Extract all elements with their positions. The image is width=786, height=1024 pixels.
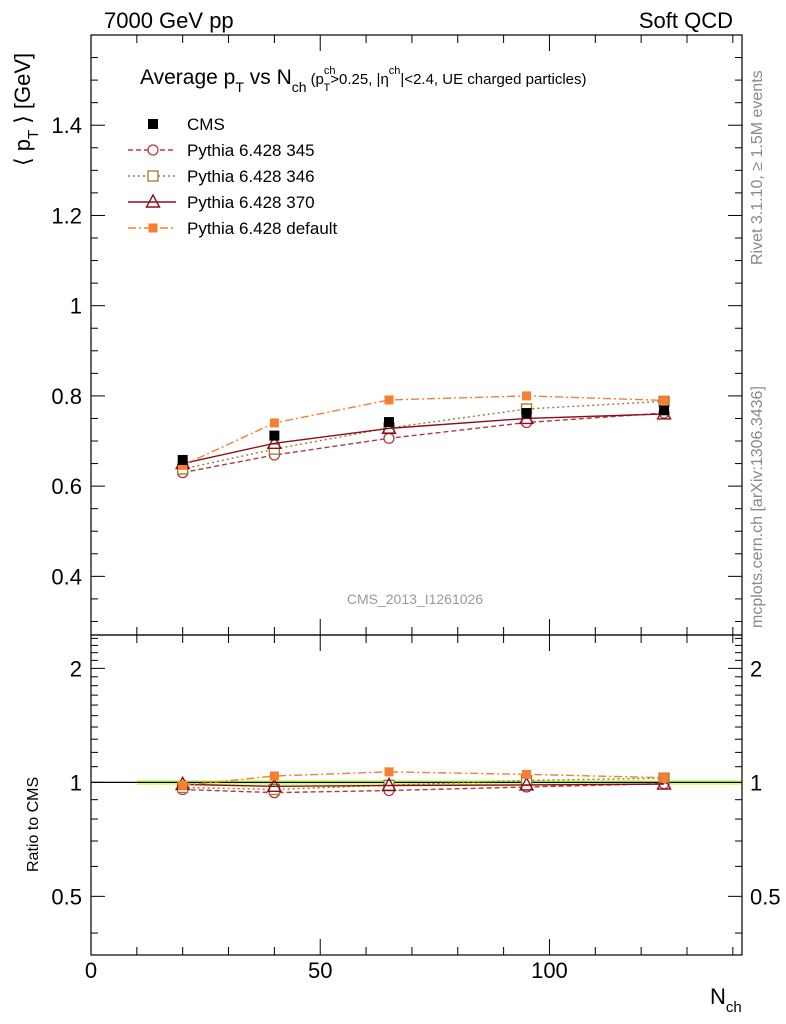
legend-marker-cms	[148, 119, 158, 129]
x-tick-label: 50	[308, 958, 332, 983]
point-cms	[269, 430, 280, 441]
point-p370	[266, 434, 283, 449]
ratio-point-pdef	[522, 769, 532, 779]
series-line-p370	[182, 413, 665, 465]
y-tick-label: 1.4	[51, 113, 82, 138]
ratio-axis-label: Ratio to CMS	[25, 777, 42, 872]
ratio-line-pdef	[182, 771, 665, 787]
point-pdef	[269, 418, 279, 428]
header-right: Soft QCD	[639, 8, 733, 33]
rivet-label: Rivet 3.1.10, ≥ 1.5M events	[749, 70, 766, 265]
ratio-point-pdef	[269, 771, 279, 781]
series-line-pdef	[182, 395, 665, 467]
ratio-plot-frame	[90, 634, 743, 956]
point-cms	[521, 408, 532, 419]
point-cms	[177, 454, 188, 465]
ratio-tick-label-left: 2	[70, 656, 82, 681]
ratio-tick-label-right: 2	[750, 656, 762, 681]
point-p345	[383, 432, 395, 444]
ratio-point-pdef	[178, 780, 188, 790]
point-p346	[268, 443, 281, 455]
legend-label-p345: Pythia 6.428 345	[187, 141, 315, 160]
y-tick-label: 1	[70, 294, 82, 319]
y-axis-label: ⟨ pT ⟩ [GeV]	[10, 53, 42, 166]
point-pdef	[522, 391, 532, 401]
y-tick-label: 0.6	[51, 474, 82, 499]
point-pdef	[178, 460, 188, 470]
ratio-point-pdef	[384, 767, 394, 777]
y-tick-label: 0.8	[51, 384, 82, 409]
ratio-point-p370	[381, 777, 397, 792]
y-tick-label: 0.4	[51, 564, 82, 589]
x-axis-label: Nch	[710, 984, 742, 1016]
legend-label-p346: Pythia 6.428 346	[187, 167, 315, 186]
x-tick-label: 100	[531, 958, 568, 983]
y-tick-label: 1.2	[51, 203, 82, 228]
point-cms	[659, 405, 670, 416]
ratio-line-p370	[182, 783, 665, 788]
point-pdef	[384, 395, 394, 405]
legend-marker-pdef	[148, 223, 158, 233]
chart-title: Average pT vs Nch (pch T>0.25, |ηch|<2.4, …	[140, 65, 587, 95]
series-line-p345	[182, 412, 665, 474]
ratio-point-p370	[518, 776, 535, 791]
point-cms	[383, 417, 394, 428]
legend-label-cms: CMS	[187, 115, 225, 134]
point-pdef	[659, 395, 669, 405]
ratio-point-p370	[266, 777, 283, 793]
ratio-point-pdef	[659, 773, 669, 783]
legend-marker-p345	[147, 144, 159, 156]
ratio-tick-label-left: 1	[70, 770, 82, 795]
ratio-tick-label-right: 1	[750, 770, 762, 795]
legend-label-p370: Pythia 6.428 370	[187, 193, 315, 212]
ratio-point-p370	[656, 775, 672, 790]
point-p370	[381, 419, 397, 435]
legend-marker-p370	[145, 193, 161, 208]
x-tick-label: 0	[85, 958, 97, 983]
analysis-id: CMS_2013_I1261026	[347, 591, 483, 607]
ratio-tick-label-right: 0.5	[750, 884, 781, 909]
mcplots-label: mcplots.cern.ch [arXiv:1306.3436]	[749, 386, 766, 628]
ratio-tick-label-left: 0.5	[51, 884, 82, 909]
legend-label-pdef: Pythia 6.428 default	[187, 219, 338, 238]
legend-marker-p346	[147, 170, 159, 182]
header-left: 7000 GeV pp	[104, 8, 234, 33]
